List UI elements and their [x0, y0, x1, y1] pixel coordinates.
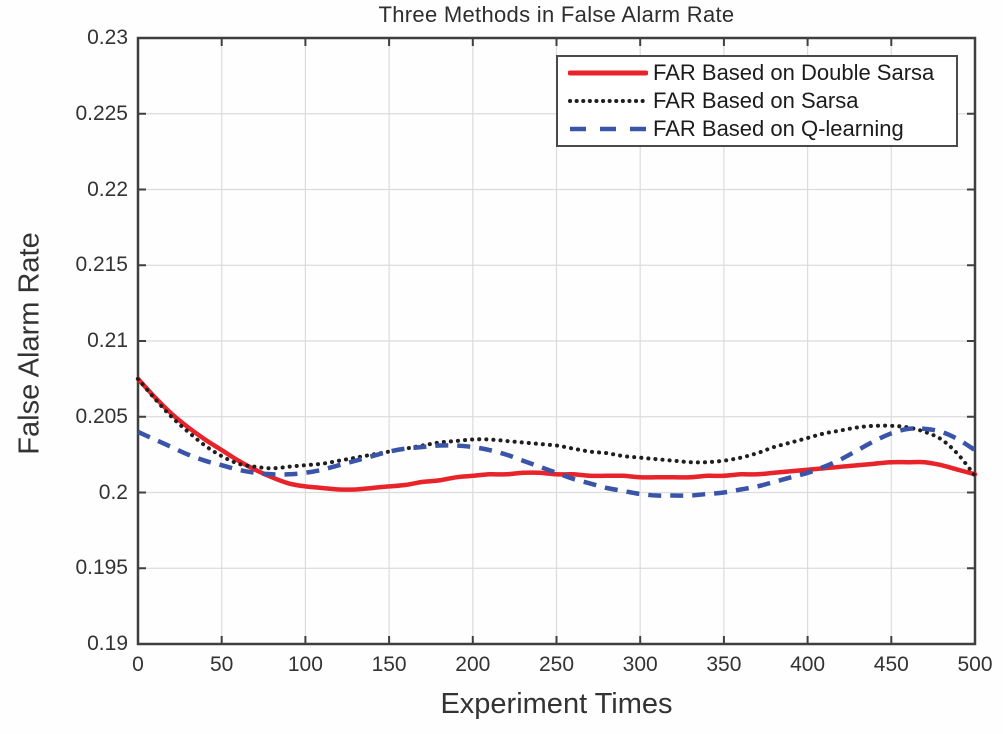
x-axis-label: Experiment Times [440, 688, 673, 720]
y-tick-label: 0.22 [87, 177, 128, 201]
x-tick-label: 400 [790, 653, 826, 676]
legend-label: FAR Based on Sarsa [653, 88, 859, 113]
legend: FAR Based on Double Sarsa FAR Based on Sa… [556, 55, 958, 147]
x-tick-label: 300 [622, 653, 658, 676]
legend-item: FAR Based on Q-learning [568, 115, 956, 143]
x-tick-label: 250 [538, 653, 575, 676]
y-tick-label: 0.23 [87, 26, 128, 49]
y-tick-label: 0.205 [75, 404, 128, 428]
legend-swatch-dashed-line [570, 126, 646, 132]
legend-swatch-dotted-line [568, 99, 648, 103]
x-tick-label: 100 [287, 653, 323, 676]
chart-title: Three Methods in False Alarm Rate [378, 2, 735, 27]
legend-label: FAR Based on Q-learning [653, 116, 904, 141]
x-tick-label: 50 [210, 653, 234, 676]
x-tick-label: 200 [455, 653, 491, 676]
y-tick-label: 0.225 [75, 101, 128, 125]
legend-swatch-solid-line [568, 70, 648, 76]
x-tick-label: 0 [132, 653, 144, 676]
series-line-2 [136, 376, 977, 478]
y-tick-label: 0.19 [87, 632, 128, 655]
y-tick-label: 0.21 [87, 329, 128, 352]
x-tick-label: 450 [873, 653, 909, 676]
y-tick-label: 0.215 [75, 253, 128, 277]
y-tick-label: 0.2 [98, 480, 128, 504]
legend-item: FAR Based on Sarsa [568, 87, 956, 115]
x-tick-label: 150 [371, 653, 407, 676]
legend-item: FAR Based on Double Sarsa [568, 59, 956, 87]
x-tick-label: 500 [957, 653, 993, 676]
series-line-1 [135, 376, 978, 492]
legend-label: FAR Based on Double Sarsa [653, 60, 935, 85]
y-tick-label: 0.195 [75, 556, 128, 580]
x-tick-label: 350 [706, 653, 742, 676]
